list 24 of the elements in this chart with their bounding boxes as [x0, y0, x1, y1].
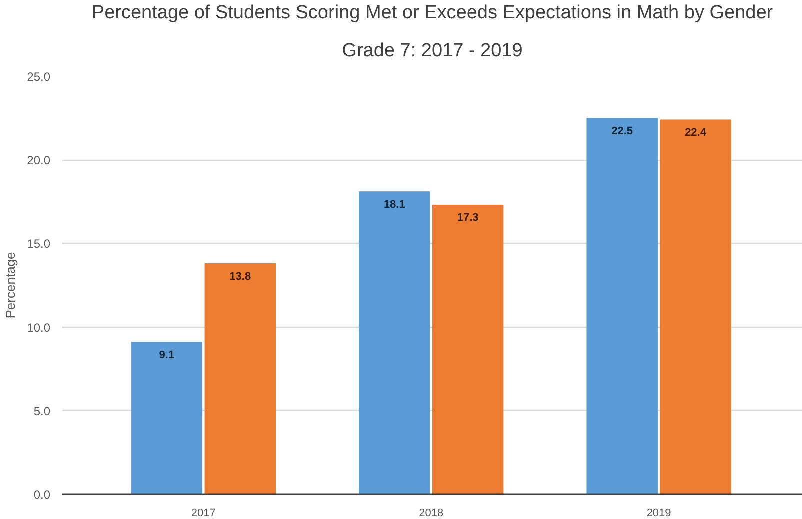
- y-tick-label: 0.0: [34, 488, 51, 502]
- data-label: 18.1: [384, 198, 406, 211]
- y-tick-label: 5.0: [34, 404, 51, 418]
- chart-title: Percentage of Students Scoring Met or Exceeds Expectations in Math by Gender: [92, 2, 774, 24]
- y-tick-label: 10.0: [27, 320, 51, 335]
- y-axis-title: Percentage: [3, 252, 18, 319]
- data-label: 22.5: [612, 125, 634, 138]
- bar: [204, 264, 276, 494]
- x-tick-label: 2017: [191, 508, 216, 519]
- y-tick-label: 25.0: [27, 70, 51, 84]
- bar: [660, 120, 732, 494]
- y-tick-label: 15.0: [27, 237, 51, 252]
- bar: [131, 342, 203, 494]
- bar: [586, 118, 658, 494]
- data-label: 17.3: [457, 212, 479, 224]
- chart-subtitle: Grade 7: 2017 - 2019: [342, 40, 523, 62]
- data-label: 22.4: [685, 126, 708, 139]
- bar: [432, 204, 504, 494]
- x-tick-label: 2019: [646, 508, 672, 519]
- y-tick-label: 20.0: [27, 154, 51, 168]
- data-label: 13.8: [230, 270, 252, 283]
- bar: [359, 192, 430, 494]
- data-label: 9.1: [159, 349, 175, 362]
- x-tick-label: 2018: [419, 508, 444, 519]
